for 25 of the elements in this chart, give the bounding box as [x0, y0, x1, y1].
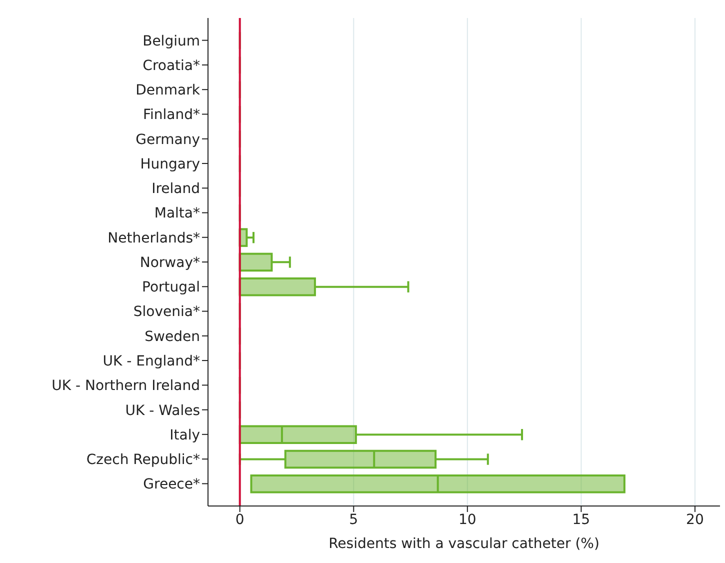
y-tick-label: Slovenia*	[133, 304, 200, 320]
y-tick-label: UK - England*	[102, 353, 200, 370]
x-tick-label: 15	[572, 512, 590, 528]
y-tick-label: Portugal	[142, 280, 200, 296]
y-tick-label: Czech Republic*	[86, 452, 200, 468]
y-tick-label: Denmark	[136, 82, 201, 99]
y-tick-label: Malta*	[154, 206, 200, 222]
y-tick-label: Netherlands*	[108, 230, 200, 246]
y-tick-label: Ireland	[152, 181, 200, 198]
y-tick-label: Sweden	[144, 328, 200, 345]
y-tick-label: Norway*	[140, 254, 200, 271]
y-tick-label: Germany	[136, 132, 200, 148]
y-tick-label: UK - Northern Ireland	[52, 378, 200, 394]
y-tick-label: Italy	[170, 427, 200, 444]
y-tick-label: Croatia*	[142, 58, 200, 74]
y-tick-label: Belgium	[142, 33, 200, 50]
y-tick-label: Finland*	[142, 107, 200, 124]
y-tick-label: UK - Wales	[125, 402, 200, 419]
x-tick-label: 5	[349, 512, 358, 528]
x-tick-label: 0	[235, 512, 244, 528]
y-tick-label: Greece*	[143, 476, 200, 493]
x-tick-label: 10	[458, 512, 476, 528]
x-axis-title: Residents with a vascular catheter (%)	[328, 536, 600, 552]
y-tick-label: Hungary	[140, 156, 200, 172]
x-tick-label: 20	[686, 512, 704, 528]
